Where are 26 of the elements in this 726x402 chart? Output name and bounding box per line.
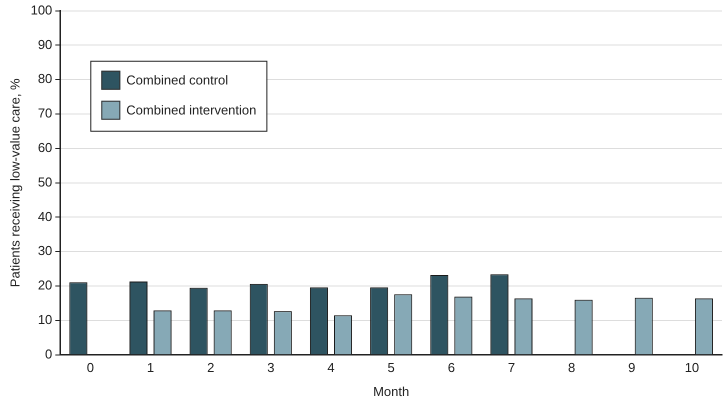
x-tick-label: 0 — [86, 360, 94, 376]
x-tick-label: 4 — [327, 360, 335, 376]
x-tick-label: 10 — [684, 360, 700, 376]
y-tick-label: 90 — [38, 36, 52, 52]
y-axis-title: Patients receiving low-value care, % — [7, 78, 22, 288]
y-tick-label: 100 — [30, 2, 52, 18]
y-tick-label: 20 — [38, 278, 52, 293]
y-tick-label: 10 — [38, 312, 52, 327]
y-tick-label: 50 — [38, 174, 52, 190]
y-tick-label: 70 — [38, 106, 52, 121]
x-axis-title: Month — [373, 384, 410, 399]
x-tick-label: 7 — [508, 360, 516, 376]
y-tick-label: 30 — [38, 243, 52, 258]
x-tick-label: 2 — [207, 360, 214, 376]
x-tick-label: 3 — [267, 360, 274, 376]
x-tick-label: 9 — [628, 360, 636, 376]
x-tick-label: 6 — [448, 360, 455, 376]
y-tick-label: 80 — [38, 71, 52, 86]
y-tick-label: 60 — [38, 140, 52, 155]
x-tick-label: 1 — [146, 360, 154, 376]
x-tick-label: 8 — [568, 360, 576, 376]
y-tick-label: 40 — [38, 208, 52, 224]
legend-label: Combined intervention — [126, 102, 256, 118]
x-tick-label: 5 — [388, 360, 395, 376]
legend-label: Combined control — [126, 72, 228, 88]
y-tick-label: 0 — [45, 346, 52, 362]
